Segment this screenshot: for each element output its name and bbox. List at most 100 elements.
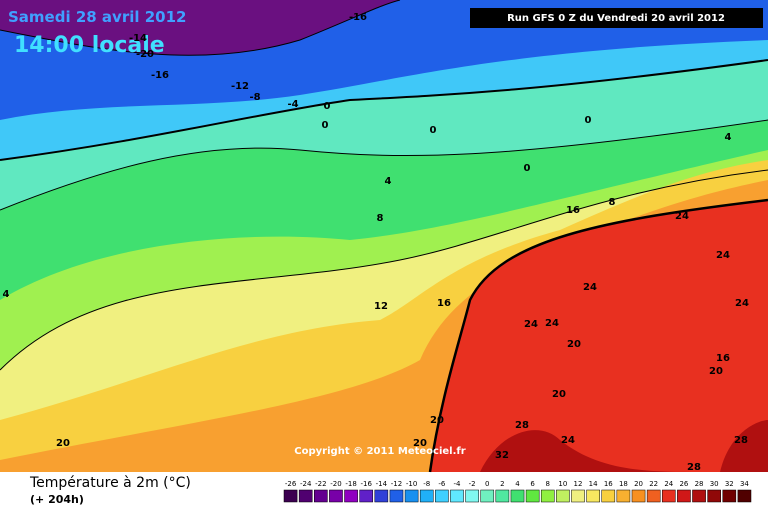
legend-label: -2 — [469, 480, 476, 488]
legend-label: 0 — [485, 480, 489, 488]
legend-swatch — [631, 489, 646, 503]
contour-label: -20 — [136, 49, 154, 60]
legend-swatch — [571, 489, 585, 503]
legend-label: -18 — [345, 480, 356, 488]
contour-label: -12 — [231, 81, 249, 92]
legend-swatch — [525, 489, 540, 503]
local-time: 14:00 locale — [14, 33, 165, 58]
legend-label: 18 — [619, 480, 628, 488]
contour-label: 24 — [583, 282, 597, 293]
legend-swatch — [601, 489, 616, 503]
legend-label: 4 — [515, 480, 520, 488]
forecast-lead: (+ 204h) — [30, 493, 84, 506]
color-legend: -26 -24 -22 -20 -18 -16 -14 -12 -10 -8 -6 -4 -2 0 2 4 6 8… — [283, 480, 752, 503]
contour-label: -14 — [129, 33, 147, 44]
contour-label: 0 — [322, 120, 329, 131]
legend-swatch — [314, 489, 328, 503]
temperature-fields — [0, 0, 768, 472]
legend-swatch — [707, 489, 721, 503]
legend-label: 20 — [634, 480, 643, 488]
contour-label: -8 — [249, 92, 260, 103]
contour-label: 24 — [561, 435, 575, 446]
contour-label: 28 — [734, 435, 748, 446]
legend-swatch — [359, 489, 374, 503]
contour-label: 24 — [675, 211, 689, 222]
legend-swatch — [677, 489, 691, 503]
contour-label: 16 — [716, 353, 730, 364]
legend-label: 2 — [500, 480, 504, 488]
legend-swatch — [510, 489, 525, 503]
contour-label: 20 — [430, 415, 444, 426]
legend-label: 32 — [725, 480, 734, 488]
legend-label: -10 — [406, 480, 417, 488]
legend-label: 6 — [530, 480, 535, 488]
contour-labels: -16 -14 -20 -16 -12-8 -4 0 0 0 0 4 0 4 16 8 24 8 24 4 24 16 1… — [3, 12, 749, 473]
contour-label: -16 — [151, 70, 169, 81]
date: Samedi 28 avril 2012 — [8, 8, 186, 26]
contour-lines — [0, 0, 768, 473]
contour-label: 4 — [725, 132, 732, 143]
legend-swatch — [283, 489, 298, 503]
contour-label: 20 — [567, 339, 581, 350]
legend-label: 28 — [695, 480, 704, 488]
legend-swatch — [404, 489, 419, 503]
contour-label: 20 — [56, 438, 70, 449]
contour-label: 28 — [687, 462, 701, 473]
footer-title: Température à 2m (°C) — [29, 475, 191, 491]
contour-label: 8 — [609, 197, 616, 208]
contour-label: -16 — [349, 12, 367, 23]
contour-label: 24 — [735, 298, 749, 309]
legend-label: -8 — [423, 480, 430, 488]
legend-label: -20 — [330, 480, 341, 488]
contour-label: 20 — [552, 389, 566, 400]
contour-label: 16 — [437, 298, 451, 309]
legend-label: 14 — [589, 480, 598, 488]
legend-swatch — [495, 489, 510, 503]
legend-label: 12 — [574, 480, 583, 488]
contour-label: 4 — [3, 289, 10, 300]
legend-label: -14 — [376, 480, 388, 488]
legend-swatch — [661, 489, 676, 503]
contour-label: 20 — [709, 366, 723, 377]
legend-swatch — [344, 489, 358, 503]
copyright: Copyright © 2011 Meteociel.fr — [294, 446, 465, 457]
contour-label: 24 — [716, 250, 730, 261]
contour-label: 0 — [430, 125, 437, 136]
contour-label: 0 — [524, 163, 531, 174]
contour-label: 28 — [515, 420, 529, 431]
contour-label: 24 — [545, 318, 559, 329]
legend-swatch — [616, 489, 631, 503]
contour-label: 16 — [566, 205, 580, 216]
contour-label: 0 — [585, 115, 592, 126]
legend-label: 26 — [679, 480, 688, 488]
legend-swatch — [586, 489, 600, 503]
legend-swatch — [556, 489, 570, 503]
legend-swatch — [692, 489, 706, 503]
contour-label: -4 — [287, 99, 298, 110]
legend-label: -16 — [360, 480, 372, 488]
contour-label: 8 — [377, 213, 384, 224]
legend-swatch — [540, 489, 555, 503]
legend-label: -4 — [453, 480, 461, 488]
legend-swatch — [435, 489, 449, 503]
contour-label: 20 — [413, 438, 427, 449]
legend-swatch — [419, 489, 434, 503]
contour-label: 32 — [495, 450, 509, 461]
legend-swatch — [450, 489, 464, 503]
legend-swatch — [298, 489, 313, 503]
legend-label: 30 — [710, 480, 719, 488]
legend-swatch — [389, 489, 404, 503]
legend-label: -24 — [300, 480, 312, 488]
legend-label: 22 — [649, 480, 658, 488]
legend-label: 34 — [740, 480, 749, 488]
contour-label: 4 — [385, 176, 392, 187]
legend-swatch — [465, 489, 479, 503]
run-info: Run GFS 0 Z du Vendredi 20 avril 2012 — [507, 13, 725, 24]
legend-label: 16 — [604, 480, 613, 488]
legend-swatch — [480, 489, 495, 503]
run-box — [470, 8, 763, 28]
legend-swatch — [722, 489, 737, 503]
contour-label: 0 — [324, 101, 331, 112]
legend-label: -22 — [315, 480, 326, 488]
legend-label: 24 — [664, 480, 673, 488]
